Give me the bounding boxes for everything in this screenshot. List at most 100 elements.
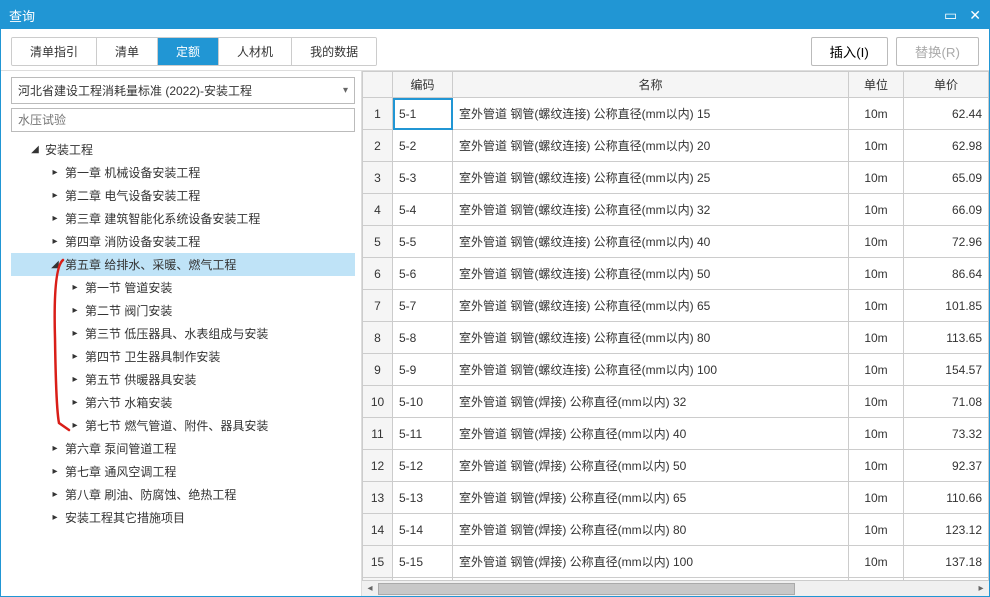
scroll-left-icon[interactable]: ◂ xyxy=(362,583,378,594)
cell-code[interactable]: 5-9 xyxy=(393,354,453,386)
cell-code[interactable]: 5-13 xyxy=(393,482,453,514)
tree-toggle-icon[interactable]: ▸ xyxy=(69,328,81,339)
tree-toggle-icon[interactable]: ▸ xyxy=(49,236,61,247)
cell-name[interactable]: 室外管道 钢管(焊接) 公称直径(mm以内) 100 xyxy=(453,546,849,578)
tree-item-8[interactable]: ▸第四节 卫生器具制作安装 xyxy=(11,345,355,368)
cell-code[interactable]: 5-3 xyxy=(393,162,453,194)
tab-3[interactable]: 人材机 xyxy=(219,38,292,65)
tree-item-1[interactable]: ▸第二章 电气设备安装工程 xyxy=(11,184,355,207)
scroll-thumb[interactable] xyxy=(378,583,795,595)
minimize-icon[interactable]: ▭ xyxy=(944,7,957,24)
table-row[interactable]: 125-12室外管道 钢管(焊接) 公称直径(mm以内) 5010m92.37 xyxy=(363,450,989,482)
cell-name[interactable]: 室外管道 钢管(螺纹连接) 公称直径(mm以内) 32 xyxy=(453,194,849,226)
cell-code[interactable]: 5-1 xyxy=(393,98,453,130)
table-row[interactable]: 45-4室外管道 钢管(螺纹连接) 公称直径(mm以内) 3210m66.09 xyxy=(363,194,989,226)
tab-2[interactable]: 定额 xyxy=(158,38,219,65)
search-input[interactable] xyxy=(18,113,348,127)
tree-item-7[interactable]: ▸第三节 低压器具、水表组成与安装 xyxy=(11,322,355,345)
tree-toggle-icon[interactable]: ▸ xyxy=(49,190,61,201)
tree-item-10[interactable]: ▸第六节 水箱安装 xyxy=(11,391,355,414)
table-row[interactable]: 85-8室外管道 钢管(螺纹连接) 公称直径(mm以内) 8010m113.65 xyxy=(363,322,989,354)
cell-code[interactable]: 5-10 xyxy=(393,386,453,418)
insert-button[interactable]: 插入(I) xyxy=(811,37,888,66)
tab-4[interactable]: 我的数据 xyxy=(292,38,376,65)
cell-code[interactable]: 5-4 xyxy=(393,194,453,226)
table-row[interactable]: 55-5室外管道 钢管(螺纹连接) 公称直径(mm以内) 4010m72.96 xyxy=(363,226,989,258)
tab-0[interactable]: 清单指引 xyxy=(12,38,97,65)
tree-toggle-icon[interactable]: ▸ xyxy=(69,351,81,362)
table-row[interactable]: 155-15室外管道 钢管(焊接) 公称直径(mm以内) 10010m137.1… xyxy=(363,546,989,578)
table-row[interactable]: 105-10室外管道 钢管(焊接) 公称直径(mm以内) 3210m71.08 xyxy=(363,386,989,418)
table-row[interactable]: 135-13室外管道 钢管(焊接) 公称直径(mm以内) 6510m110.66 xyxy=(363,482,989,514)
cell-name[interactable]: 室外管道 钢管(螺纹连接) 公称直径(mm以内) 40 xyxy=(453,226,849,258)
cell-code[interactable]: 5-5 xyxy=(393,226,453,258)
tree-item-14[interactable]: ▸第八章 刷油、防腐蚀、绝热工程 xyxy=(11,483,355,506)
replace-button[interactable]: 替换(R) xyxy=(896,37,979,66)
header-name[interactable]: 名称 xyxy=(453,72,849,98)
cell-name[interactable]: 室外管道 钢管(螺纹连接) 公称直径(mm以内) 65 xyxy=(453,290,849,322)
cell-name[interactable]: 室外管道 钢管(螺纹连接) 公称直径(mm以内) 20 xyxy=(453,130,849,162)
tree-toggle-icon[interactable]: ▸ xyxy=(69,420,81,431)
table-row[interactable]: 15-1室外管道 钢管(螺纹连接) 公称直径(mm以内) 1510m62.44 xyxy=(363,98,989,130)
tree-item-15[interactable]: ▸安装工程其它措施项目 xyxy=(11,506,355,529)
grid-wrap[interactable]: 编码 名称 单位 单价 15-1室外管道 钢管(螺纹连接) 公称直径(mm以内)… xyxy=(362,71,989,580)
tree-toggle-icon[interactable]: ◢ xyxy=(49,259,61,270)
cell-code[interactable]: 5-6 xyxy=(393,258,453,290)
cell-name[interactable]: 室外管道 钢管(螺纹连接) 公称直径(mm以内) 15 xyxy=(453,98,849,130)
tree-toggle-icon[interactable]: ▸ xyxy=(69,397,81,408)
tree-item-0[interactable]: ▸第一章 机械设备安装工程 xyxy=(11,161,355,184)
tree-toggle-icon[interactable]: ◢ xyxy=(29,144,41,155)
tree-item-5[interactable]: ▸第一节 管道安装 xyxy=(11,276,355,299)
header-code[interactable]: 编码 xyxy=(393,72,453,98)
table-row[interactable]: 145-14室外管道 钢管(焊接) 公称直径(mm以内) 8010m123.12 xyxy=(363,514,989,546)
tree-item-6[interactable]: ▸第二节 阀门安装 xyxy=(11,299,355,322)
tree-item-11[interactable]: ▸第七节 燃气管道、附件、器具安装 xyxy=(11,414,355,437)
tab-1[interactable]: 清单 xyxy=(97,38,158,65)
cell-name[interactable]: 室外管道 钢管(焊接) 公称直径(mm以内) 32 xyxy=(453,386,849,418)
cell-code[interactable]: 5-15 xyxy=(393,546,453,578)
tree-toggle-icon[interactable]: ▸ xyxy=(69,282,81,293)
cell-name[interactable]: 室外管道 钢管(焊接) 公称直径(mm以内) 80 xyxy=(453,514,849,546)
tree-item-12[interactable]: ▸第六章 泵间管道工程 xyxy=(11,437,355,460)
cell-name[interactable]: 室外管道 钢管(螺纹连接) 公称直径(mm以内) 100 xyxy=(453,354,849,386)
table-row[interactable]: 95-9室外管道 钢管(螺纹连接) 公称直径(mm以内) 10010m154.5… xyxy=(363,354,989,386)
cell-name[interactable]: 室外管道 钢管(螺纹连接) 公称直径(mm以内) 50 xyxy=(453,258,849,290)
cell-code[interactable]: 5-12 xyxy=(393,450,453,482)
tree-item-3[interactable]: ▸第四章 消防设备安装工程 xyxy=(11,230,355,253)
table-row[interactable]: 115-11室外管道 钢管(焊接) 公称直径(mm以内) 4010m73.32 xyxy=(363,418,989,450)
table-row[interactable]: 65-6室外管道 钢管(螺纹连接) 公称直径(mm以内) 5010m86.64 xyxy=(363,258,989,290)
tree-item-2[interactable]: ▸第三章 建筑智能化系统设备安装工程 xyxy=(11,207,355,230)
header-price[interactable]: 单价 xyxy=(904,72,989,98)
standard-dropdown[interactable]: 河北省建设工程消耗量标准 (2022)-安装工程 ▾ xyxy=(11,77,355,104)
tree-toggle-icon[interactable]: ▸ xyxy=(69,305,81,316)
cell-name[interactable]: 室外管道 钢管(焊接) 公称直径(mm以内) 40 xyxy=(453,418,849,450)
tree-toggle-icon[interactable]: ▸ xyxy=(49,466,61,477)
cell-name[interactable]: 室外管道 钢管(螺纹连接) 公称直径(mm以内) 80 xyxy=(453,322,849,354)
tree-root[interactable]: ◢安装工程 xyxy=(11,138,355,161)
tree-item-13[interactable]: ▸第七章 通风空调工程 xyxy=(11,460,355,483)
tree-item-9[interactable]: ▸第五节 供暖器具安装 xyxy=(11,368,355,391)
tree-toggle-icon[interactable]: ▸ xyxy=(49,489,61,500)
table-row[interactable]: 75-7室外管道 钢管(螺纹连接) 公称直径(mm以内) 6510m101.85 xyxy=(363,290,989,322)
header-unit[interactable]: 单位 xyxy=(849,72,904,98)
cell-name[interactable]: 室外管道 钢管(螺纹连接) 公称直径(mm以内) 25 xyxy=(453,162,849,194)
table-row[interactable]: 35-3室外管道 钢管(螺纹连接) 公称直径(mm以内) 2510m65.09 xyxy=(363,162,989,194)
cell-name[interactable]: 室外管道 钢管(焊接) 公称直径(mm以内) 50 xyxy=(453,450,849,482)
tree-toggle-icon[interactable]: ▸ xyxy=(69,374,81,385)
tree-item-4[interactable]: ◢第五章 给排水、采暖、燃气工程 xyxy=(11,253,355,276)
tree-toggle-icon[interactable]: ▸ xyxy=(49,167,61,178)
table-row[interactable]: 25-2室外管道 钢管(螺纹连接) 公称直径(mm以内) 2010m62.98 xyxy=(363,130,989,162)
cell-code[interactable]: 5-11 xyxy=(393,418,453,450)
scroll-track[interactable] xyxy=(378,583,973,595)
cell-code[interactable]: 5-8 xyxy=(393,322,453,354)
tree-toggle-icon[interactable]: ▸ xyxy=(49,443,61,454)
cell-code[interactable]: 5-2 xyxy=(393,130,453,162)
scroll-right-icon[interactable]: ▸ xyxy=(973,583,989,594)
horizontal-scrollbar[interactable]: ◂ ▸ xyxy=(362,580,989,596)
cell-code[interactable]: 5-14 xyxy=(393,514,453,546)
cell-name[interactable]: 室外管道 钢管(焊接) 公称直径(mm以内) 65 xyxy=(453,482,849,514)
tree-toggle-icon[interactable]: ▸ xyxy=(49,512,61,523)
cell-code[interactable]: 5-7 xyxy=(393,290,453,322)
close-icon[interactable]: ✕ xyxy=(969,7,981,24)
tree-toggle-icon[interactable]: ▸ xyxy=(49,213,61,224)
